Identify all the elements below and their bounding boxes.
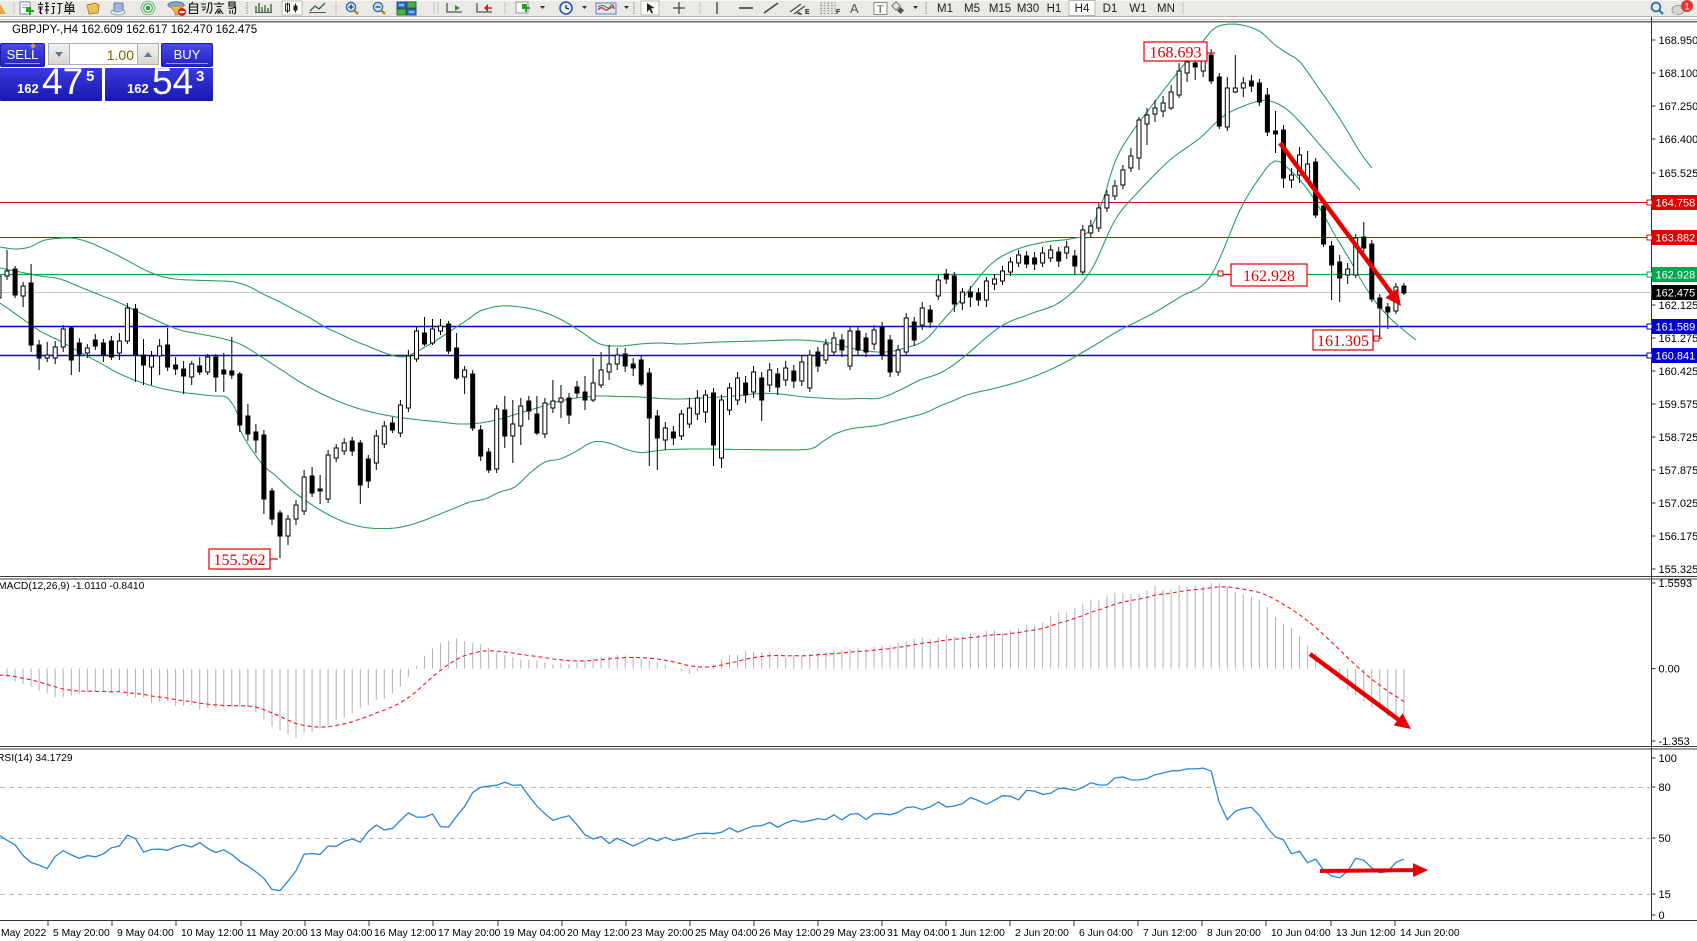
svg-text:F: F [836, 9, 841, 16]
svg-text:161.305: 161.305 [1317, 333, 1369, 350]
svg-text:23 May 20:00: 23 May 20:00 [631, 928, 694, 939]
svg-text:5 May 20:00: 5 May 20:00 [53, 928, 110, 939]
svg-text:20 May 12:00: 20 May 12:00 [567, 928, 630, 939]
svg-text:2 Jun 20:00: 2 Jun 20:00 [1015, 928, 1069, 939]
svg-text:162.928: 162.928 [1243, 268, 1295, 285]
svg-text:155.562: 155.562 [214, 552, 266, 569]
svg-text:168.693: 168.693 [1150, 44, 1202, 61]
svg-text:163.882: 163.882 [1656, 233, 1696, 245]
svg-text:161.589: 161.589 [1656, 322, 1696, 334]
svg-text:GBPJPY-,H4 162.609 162.617 16: GBPJPY-,H4 162.609 162.617 162.470 162.4… [12, 24, 257, 36]
svg-text:D1: D1 [1103, 3, 1118, 15]
svg-text:M5: M5 [964, 3, 980, 15]
svg-text:26 May 12:00: 26 May 12:00 [759, 928, 822, 939]
svg-text:-1.353: -1.353 [1659, 736, 1690, 748]
svg-text:159.575: 159.575 [1659, 399, 1697, 411]
svg-text:11 May 20:00: 11 May 20:00 [246, 928, 308, 939]
svg-text:1.5593: 1.5593 [1659, 578, 1693, 590]
svg-text:10 Jun 04:00: 10 Jun 04:00 [1271, 928, 1331, 939]
svg-text:1 Jun 12:00: 1 Jun 12:00 [951, 928, 1005, 939]
svg-text:29 May 23:00: 29 May 23:00 [823, 928, 886, 939]
svg-text:9 May 04:00: 9 May 04:00 [117, 928, 174, 939]
svg-text:166.400: 166.400 [1659, 134, 1697, 146]
svg-text:8 Jun 20:00: 8 Jun 20:00 [1207, 928, 1261, 939]
svg-text:160.425: 160.425 [1659, 366, 1697, 378]
svg-text:162.475: 162.475 [1656, 288, 1696, 300]
svg-text:162.928: 162.928 [1656, 270, 1696, 282]
svg-text:14 Jun 20:00: 14 Jun 20:00 [1400, 928, 1460, 939]
svg-text:160.841: 160.841 [1656, 351, 1696, 363]
svg-text:157.875: 157.875 [1659, 465, 1697, 477]
svg-text:165.525: 165.525 [1659, 168, 1697, 180]
svg-text:H4: H4 [1075, 3, 1090, 15]
svg-text:13 May 04:00: 13 May 04:00 [310, 928, 373, 939]
svg-text:155.325: 155.325 [1659, 564, 1697, 576]
svg-text:RSI(14) 34.1729: RSI(14) 34.1729 [0, 753, 73, 764]
svg-text:W1: W1 [1129, 3, 1146, 15]
svg-text:157.025: 157.025 [1659, 498, 1697, 510]
svg-text:H1: H1 [1047, 3, 1062, 15]
svg-text:MN: MN [1157, 3, 1175, 15]
svg-text:17 May 20:00: 17 May 20:00 [438, 928, 501, 939]
svg-text:19 May 04:00: 19 May 04:00 [503, 928, 566, 939]
svg-text:16 May 12:00: 16 May 12:00 [374, 928, 437, 939]
svg-text:168.100: 168.100 [1659, 68, 1697, 80]
svg-text:100: 100 [1659, 753, 1677, 765]
svg-text:0: 0 [1659, 910, 1665, 922]
svg-text:MACD(12,26,9) -1.0110 -0.8410: MACD(12,26,9) -1.0110 -0.8410 [0, 581, 145, 592]
svg-text:31 May 04:00: 31 May 04:00 [887, 928, 950, 939]
svg-text:15: 15 [1659, 889, 1671, 901]
svg-text:25 May 04:00: 25 May 04:00 [695, 928, 758, 939]
svg-text:0.00: 0.00 [1659, 664, 1680, 676]
svg-text:161.275: 161.275 [1659, 333, 1697, 345]
svg-text:50: 50 [1659, 833, 1671, 845]
svg-text:E: E [805, 9, 810, 16]
svg-text:167.250: 167.250 [1659, 101, 1697, 113]
svg-text:10 May 12:00: 10 May 12:00 [181, 928, 244, 939]
svg-text:May 2022: May 2022 [1, 928, 46, 939]
svg-text:162.125: 162.125 [1659, 300, 1697, 312]
svg-text:7 Jun 12:00: 7 Jun 12:00 [1143, 928, 1197, 939]
svg-text:158.725: 158.725 [1659, 432, 1697, 444]
svg-text:80: 80 [1659, 782, 1671, 794]
svg-text:13 Jun 12:00: 13 Jun 12:00 [1336, 928, 1396, 939]
svg-text:1: 1 [1684, 2, 1689, 13]
svg-text:A: A [850, 1, 859, 16]
svg-text:168.950: 168.950 [1659, 35, 1697, 47]
svg-text:6 Jun 04:00: 6 Jun 04:00 [1079, 928, 1133, 939]
svg-text:T: T [877, 5, 884, 16]
svg-text:164.758: 164.758 [1656, 198, 1696, 210]
svg-text:156.175: 156.175 [1659, 531, 1697, 543]
svg-text:M15: M15 [989, 3, 1011, 15]
svg-text:M30: M30 [1017, 3, 1039, 15]
svg-text:M1: M1 [937, 3, 953, 15]
